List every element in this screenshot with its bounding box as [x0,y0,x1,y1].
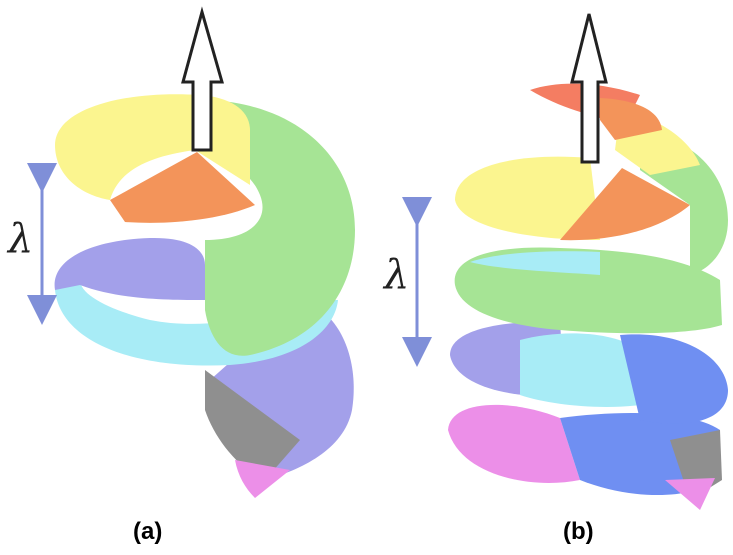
panel-a-pink-tail [235,460,290,498]
panel-b-yellow-turn [455,156,600,240]
panel-b-bottom-pink [448,404,580,483]
panel-b-caption: (b) [563,518,594,545]
panel-b-helix: λ [382,13,728,510]
panel-b-blue-turn [620,334,728,424]
panel-b-orange-wedge [560,168,690,241]
panel-a-helix: λ [6,6,355,498]
panel-b-axis-arrow [570,13,608,164]
panel-b-top-orange [600,98,662,140]
panel-a-lambda-label: λ [6,216,33,262]
panel-a-caption: (a) [133,518,163,545]
panel-b-cyan-band [470,251,600,275]
panel-b-lambda-label: λ [382,252,409,298]
panel-b-bottom-pink-tip [665,478,715,510]
panel-b-bottom-blue [560,413,720,495]
panel-a-axis-arrow [181,6,224,152]
panel-a-grey-tail [205,370,300,480]
panel-a-lower-turn-violet [54,237,205,300]
panel-b-cyan-turn [520,333,640,407]
panel-a-upper-turn-orange [110,152,255,223]
